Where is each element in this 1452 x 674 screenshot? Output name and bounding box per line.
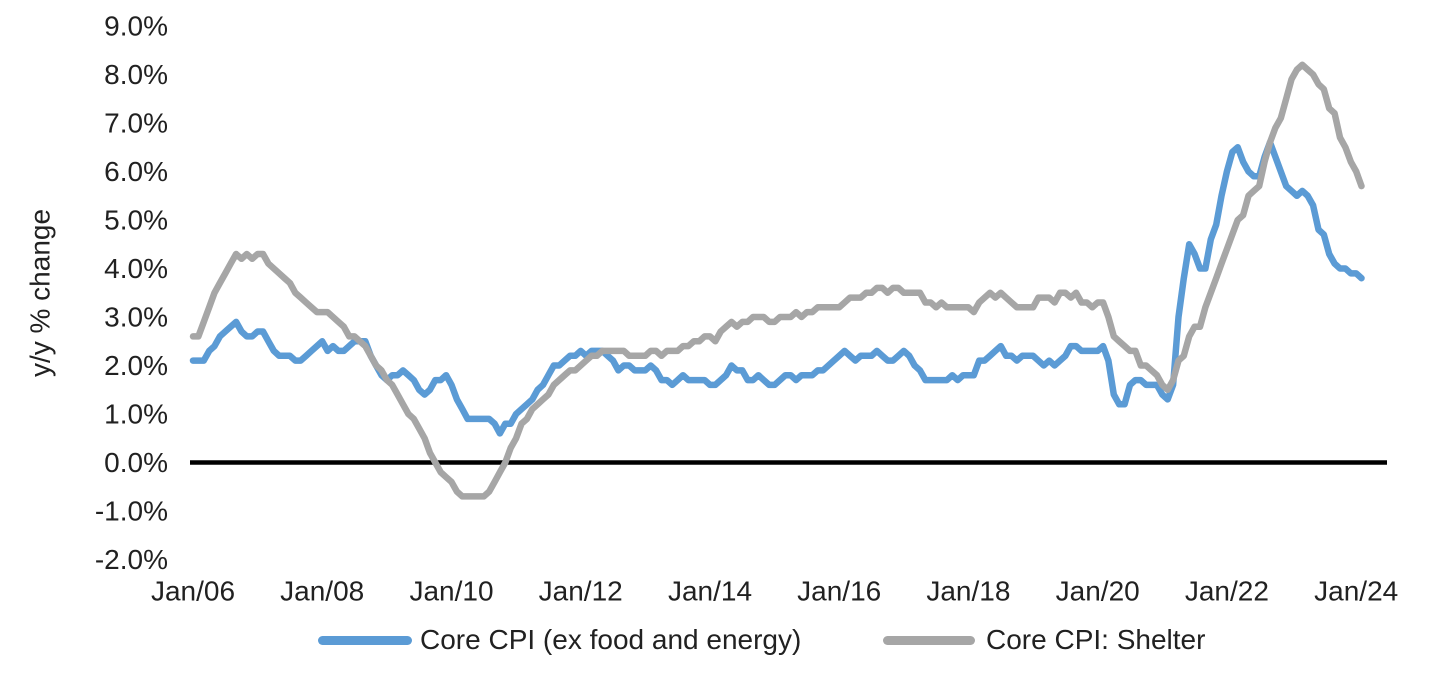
y-axis-title: y/y % change xyxy=(25,209,56,377)
x-tick-label: Jan/18 xyxy=(926,576,1010,607)
y-tick-label: -1.0% xyxy=(95,496,168,527)
y-tick-label: 3.0% xyxy=(104,302,168,333)
y-tick-label: 0.0% xyxy=(104,447,168,478)
legend-swatch-core-cpi xyxy=(318,635,412,645)
series-line-core-cpi xyxy=(189,139,1365,437)
y-tick-label: 6.0% xyxy=(104,156,168,187)
x-tick-label: Jan/12 xyxy=(539,576,623,607)
series-lines xyxy=(189,61,1365,500)
y-tick-label: 8.0% xyxy=(104,59,168,90)
series-line-shelter xyxy=(189,61,1365,500)
legend-swatch-shelter xyxy=(883,635,975,645)
y-tick-label: 9.0% xyxy=(104,11,168,42)
x-tick-label: Jan/08 xyxy=(280,576,364,607)
legend-item-core-cpi: Core CPI (ex food and energy) xyxy=(318,622,801,658)
x-tick-label: Jan/24 xyxy=(1314,576,1398,607)
y-axis-tick-labels: 9.0% 8.0% 7.0% 6.0% 5.0% 4.0% 3.0% 2.0% 1.0% 0.0%… xyxy=(95,11,168,576)
x-tick-label: Jan/16 xyxy=(797,576,881,607)
x-tick-label: Jan/10 xyxy=(409,576,493,607)
x-tick-label: Jan/14 xyxy=(668,576,752,607)
legend-label-shelter: Core CPI: Shelter xyxy=(986,624,1206,655)
y-tick-label: -2.0% xyxy=(95,544,168,575)
x-tick-label: Jan/22 xyxy=(1185,576,1269,607)
x-axis-tick-labels: Jan/06 Jan/08 Jan/10 Jan/12 Jan/14 Jan/16 Jan/… xyxy=(151,576,1398,607)
legend-item-shelter: Core CPI: Shelter xyxy=(883,622,1205,658)
y-tick-label: 1.0% xyxy=(104,399,168,430)
y-tick-label: 5.0% xyxy=(104,205,168,236)
y-tick-label: 7.0% xyxy=(104,108,168,139)
y-tick-label: 2.0% xyxy=(104,350,168,381)
x-tick-label: Jan/06 xyxy=(151,576,235,607)
x-tick-label: Jan/20 xyxy=(1056,576,1140,607)
legend-label-core-cpi: Core CPI (ex food and energy) xyxy=(420,624,802,655)
y-tick-label: 4.0% xyxy=(104,253,168,284)
